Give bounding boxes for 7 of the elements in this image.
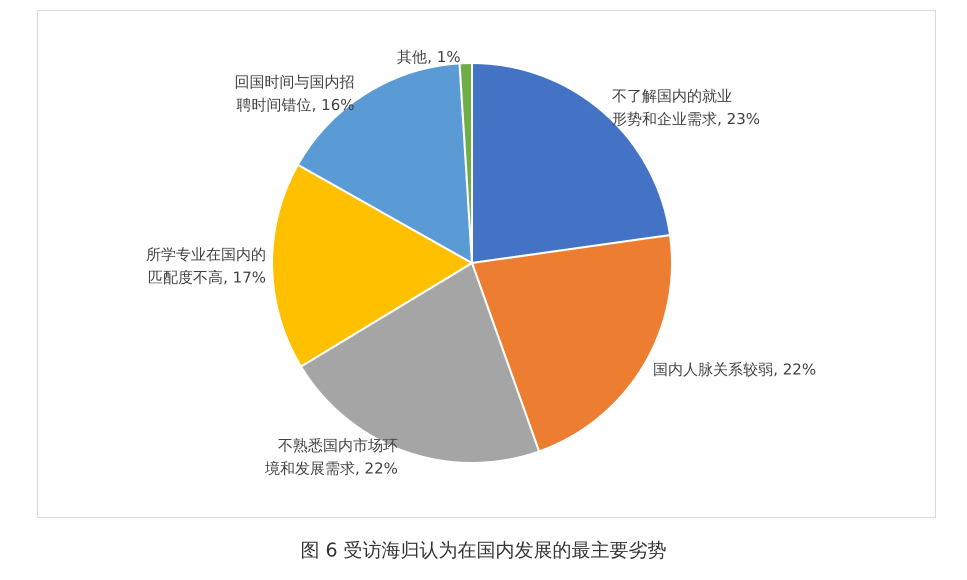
slice-label: 其他, 1% [397, 48, 461, 66]
slice-label: 不了解国内的就业形势和企业需求, 23% [612, 87, 760, 128]
slice-label: 所学专业在国内的匹配度不高, 17% [146, 246, 266, 287]
slice-label: 回国时间与国内招聘时间错位, 16% [234, 73, 355, 114]
text: 图 6 受访海归认为在国内发展的最主要劣势 [300, 540, 667, 562]
slice-label: 不熟悉国内市场环境和发展需求, 22% [264, 436, 398, 478]
slice-label: 国内人脉关系较弱, 22% [653, 360, 816, 379]
